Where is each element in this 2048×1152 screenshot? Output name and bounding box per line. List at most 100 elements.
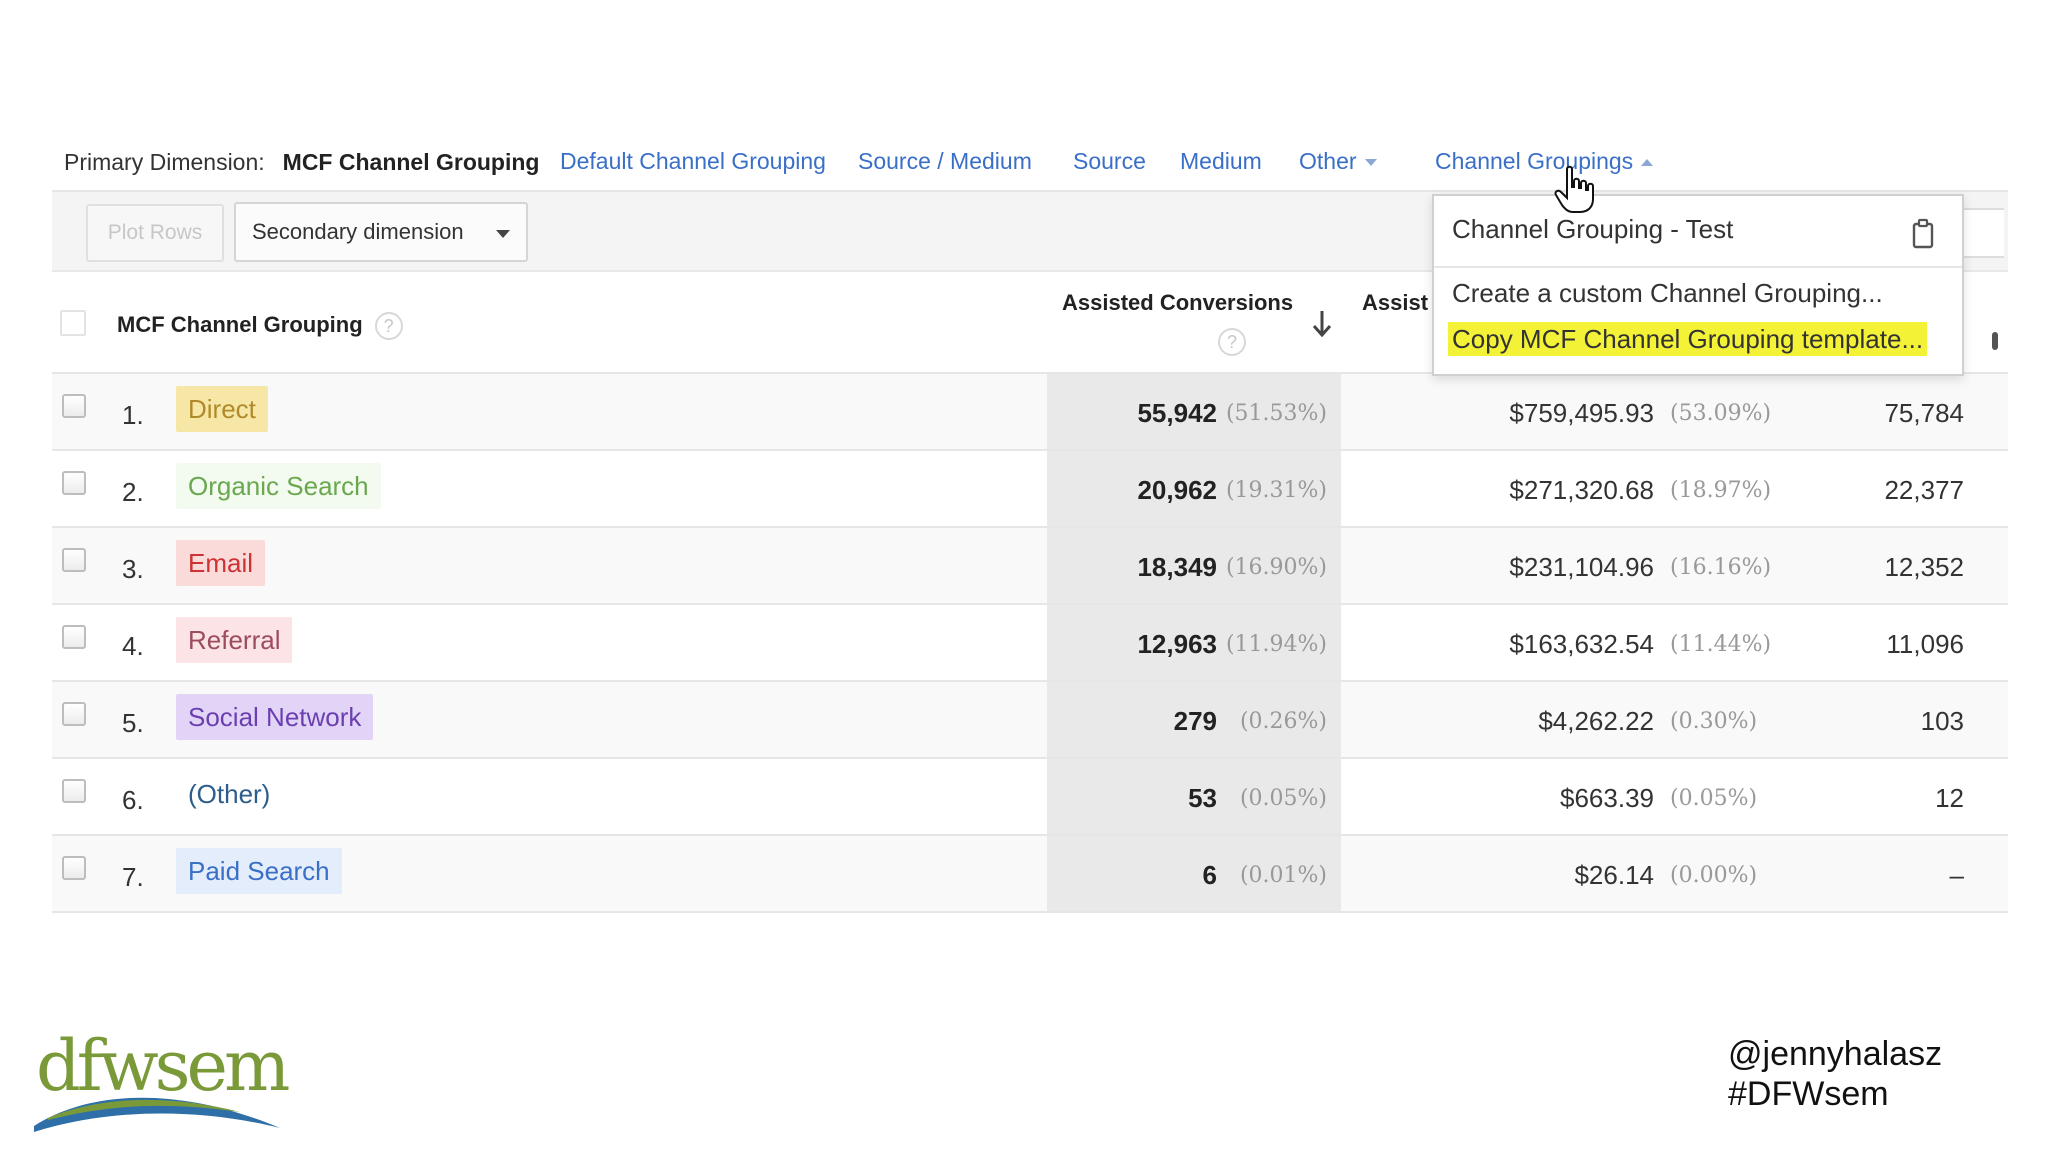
- row-number: 1.: [122, 400, 144, 430]
- row-checkbox[interactable]: [62, 394, 86, 418]
- primary-dimension-current: MCF Channel Grouping: [282, 148, 540, 175]
- row-checkbox[interactable]: [62, 702, 86, 726]
- primary-dimension-label: Primary Dimension:: [64, 148, 265, 175]
- assisted-value-percent: (0.30%): [1670, 709, 1758, 734]
- assisted-value-percent: (0.00%): [1670, 863, 1758, 888]
- secondary-dimension-label: Secondary dimension: [252, 219, 464, 244]
- primary-dimension-bar: Primary Dimension: MCF Channel Grouping …: [52, 140, 2008, 184]
- menu-item-create-custom-channel-grouping[interactable]: Create a custom Channel Grouping...: [1452, 278, 1883, 308]
- channel-label[interactable]: Social Network: [176, 694, 374, 740]
- channel-label[interactable]: Email: [176, 540, 266, 586]
- row-checkbox[interactable]: [62, 625, 86, 649]
- table-row: 5. Social Network 279 (0.26%) $4,262.22 (0.30…: [52, 682, 2008, 759]
- last-column-value: 12: [1935, 783, 1964, 813]
- menu-item-copy-mcf-template[interactable]: Copy MCF Channel Grouping template...: [1448, 322, 1928, 356]
- help-icon[interactable]: ?: [1218, 328, 1246, 356]
- last-column-value: 75,784: [1884, 398, 1964, 428]
- dfwsem-logo: dfwsem: [34, 1025, 290, 1132]
- last-column-value: 11,096: [1886, 629, 1964, 659]
- row-number: 6.: [122, 785, 144, 815]
- row-checkbox[interactable]: [62, 779, 86, 803]
- assisted-value-cell: $4,262.22 (0.30%): [1352, 706, 1758, 742]
- assisted-value: $26.14: [1574, 860, 1654, 890]
- row-checkbox[interactable]: [62, 548, 86, 572]
- assisted-conversions-cell: 279 (0.26%): [1047, 706, 1341, 742]
- copy-icon[interactable]: [1910, 218, 1936, 250]
- channel-groupings-menu: Channel Grouping - Test Create a custom …: [1432, 194, 1964, 376]
- assisted-conversions-value: 55,942: [1137, 398, 1217, 428]
- sort-descending-icon[interactable]: [1310, 308, 1334, 340]
- sorted-column-highlight: [1047, 759, 1341, 834]
- dimension-option-source-medium[interactable]: Source / Medium: [858, 148, 1032, 174]
- row-checkbox[interactable]: [62, 471, 86, 495]
- sorted-column-highlight: [1047, 374, 1341, 449]
- assisted-conversions-value: 18,349: [1137, 552, 1217, 582]
- channel-label[interactable]: Organic Search: [176, 463, 381, 509]
- divider: [52, 190, 2008, 192]
- sorted-column-highlight: [1047, 451, 1341, 526]
- assisted-conversions-percent: (19.31%): [1225, 478, 1327, 503]
- column-header-assisted-value[interactable]: Assist: [1362, 290, 1429, 315]
- secondary-dimension-dropdown[interactable]: Secondary dimension: [234, 202, 528, 262]
- sorted-column-highlight: [1047, 682, 1341, 757]
- row-checkbox[interactable]: [62, 856, 86, 880]
- logo-text: dfwsem: [36, 1025, 289, 1107]
- assisted-value: $163,632.54: [1509, 629, 1654, 659]
- dimension-option-other[interactable]: Other: [1299, 148, 1377, 175]
- assisted-conversions-value: 20,962: [1137, 475, 1217, 505]
- assisted-conversions-value: 279: [1173, 706, 1217, 736]
- assisted-value-cell: $26.14 (0.00%): [1352, 860, 1758, 896]
- channel-label[interactable]: Direct: [176, 386, 268, 432]
- assisted-value: $271,320.68: [1509, 475, 1654, 505]
- column-header-assisted-conversions[interactable]: Assisted Conversions ?: [1062, 290, 1362, 356]
- table-row: 2. Organic Search 20,962 (19.31%) $271,320.6…: [52, 451, 2008, 528]
- assisted-value-percent: (53.09%): [1670, 401, 1772, 426]
- assisted-value-cell: $163,632.54 (11.44%): [1352, 629, 1772, 665]
- hand-pointer-icon: [1554, 165, 1594, 213]
- last-column-value: –: [1949, 860, 1964, 890]
- assisted-conversions-cell: 55,942 (51.53%): [1047, 398, 1341, 434]
- dropdown-arrow-icon: [496, 230, 510, 238]
- assisted-value: $663.39: [1560, 783, 1654, 813]
- select-all-checkbox[interactable]: [60, 310, 86, 336]
- hidden-panel-edge: [1964, 208, 2004, 258]
- assisted-value-percent: (11.44%): [1670, 632, 1772, 657]
- channel-label[interactable]: (Other): [188, 779, 271, 809]
- dimension-option-medium[interactable]: Medium: [1180, 148, 1262, 174]
- help-icon[interactable]: ?: [374, 312, 403, 341]
- channel-label[interactable]: Paid Search: [176, 848, 342, 894]
- row-number: 2.: [122, 477, 144, 507]
- menu-item-channel-grouping-test[interactable]: Channel Grouping - Test: [1452, 214, 1734, 244]
- assisted-value: $4,262.22: [1538, 706, 1654, 736]
- channel-label[interactable]: Referral: [176, 617, 293, 663]
- channel-groupings-label: Channel Groupings: [1435, 148, 1634, 174]
- assisted-conversions-percent: (0.05%): [1239, 786, 1327, 811]
- sorted-column-highlight: [1047, 605, 1341, 680]
- column-header-label: MCF Channel Grouping: [117, 312, 363, 337]
- table-body: 1. Direct 55,942 (51.53%) $759,495.93 (53.09%…: [52, 374, 2008, 913]
- dimension-option-channel-groupings[interactable]: Channel Groupings: [1435, 148, 1654, 175]
- assisted-value: $759,495.93: [1509, 398, 1654, 428]
- assisted-conversions-percent: (11.94%): [1225, 632, 1327, 657]
- author-handle: @jennyhalasz #DFWsem: [1728, 1034, 1942, 1114]
- last-column-value: 103: [1920, 706, 1964, 736]
- chevron-down-icon: [1364, 159, 1377, 167]
- assisted-value-cell: $231,104.96 (16.16%): [1352, 552, 1771, 588]
- assisted-conversions-percent: (51.53%): [1225, 401, 1327, 426]
- dimension-option-default-channel-grouping[interactable]: Default Channel Grouping: [560, 148, 826, 174]
- last-column-value: 12,352: [1884, 552, 1964, 582]
- row-number: 7.: [122, 862, 144, 892]
- column-header-mcf-channel-grouping[interactable]: MCF Channel Grouping?: [117, 312, 403, 341]
- assisted-conversions-cell: 53 (0.05%): [1047, 783, 1341, 819]
- table-row: 6. (Other) 53 (0.05%) $663.39 (0.05%) 12: [52, 759, 2008, 836]
- assisted-conversions-value: 12,963: [1137, 629, 1217, 659]
- row-number: 3.: [122, 554, 144, 584]
- sorted-column-highlight: [1047, 836, 1341, 911]
- assisted-conversions-cell: 12,963 (11.94%): [1047, 629, 1341, 665]
- hashtag: #DFWsem: [1728, 1075, 1889, 1113]
- dimension-option-source[interactable]: Source: [1073, 148, 1146, 174]
- plot-rows-button[interactable]: Plot Rows: [86, 204, 224, 262]
- other-label: Other: [1299, 148, 1357, 174]
- assisted-conversions-cell: 6 (0.01%): [1047, 860, 1341, 896]
- table-row: 4. Referral 12,963 (11.94%) $163,632.54 (11.4…: [52, 605, 2008, 682]
